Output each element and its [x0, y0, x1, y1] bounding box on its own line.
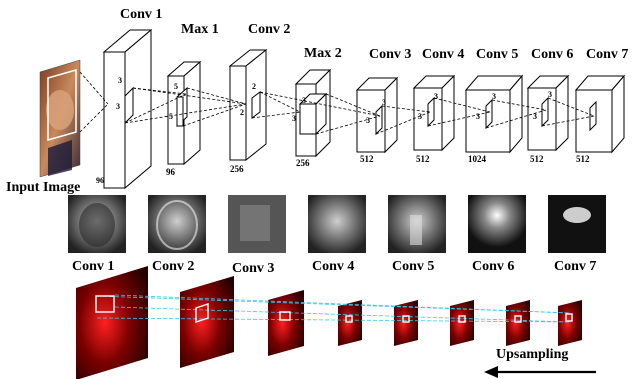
kernel-conv2-b: 2	[240, 108, 244, 117]
feature-label-conv7: Conv 7	[554, 259, 597, 274]
heatmap-6	[450, 300, 474, 346]
feature-map-6	[468, 195, 526, 253]
selection-boxes	[95, 295, 573, 323]
kernel-max2-a: 3	[302, 96, 306, 105]
kernel-max2-b: 3	[292, 114, 296, 123]
heatmap-7	[506, 300, 530, 346]
block-conv2	[228, 48, 268, 162]
block-conv1	[102, 28, 153, 190]
feature-map-4	[308, 195, 366, 253]
input-image-label: Input Image	[6, 180, 81, 195]
feature-label-conv2: Conv 2	[152, 259, 195, 274]
kernel-conv6-b: 3	[533, 112, 537, 121]
block-title-conv7: Conv 7	[586, 47, 629, 62]
heatmap-8	[558, 300, 582, 346]
feature-label-conv1: Conv 1	[72, 259, 115, 274]
block-conv4	[412, 74, 456, 152]
channels-conv3: 512	[360, 154, 374, 164]
block-title-conv3: Conv 3	[369, 47, 412, 62]
kernel-conv6-a: 3	[548, 90, 552, 99]
kernel-conv2-a: 2	[252, 82, 256, 91]
kernel-conv4-a: 3	[434, 92, 438, 101]
kernel-conv1-a: 3	[118, 76, 122, 85]
kernel-conv4-b: 3	[418, 112, 422, 121]
block-conv7	[574, 74, 626, 154]
upsampling-guides	[96, 294, 571, 323]
heatmap-3	[268, 290, 304, 356]
input-image	[39, 59, 81, 178]
block-title-max2: Max 2	[304, 46, 342, 61]
channels-conv4: 512	[416, 154, 430, 164]
block-title-conv2: Conv 2	[248, 22, 291, 37]
input-channels-label: 96	[96, 176, 104, 185]
upsampling-arrow	[484, 366, 596, 378]
kernel-conv1-b: 3	[116, 102, 120, 111]
block-conv6	[526, 74, 570, 152]
channels-max1: 96	[166, 167, 175, 177]
channels-conv7: 512	[576, 154, 590, 164]
heatmap-2	[180, 276, 234, 368]
kernel-conv5-a: 3	[492, 92, 496, 101]
channels-conv2: 256	[230, 164, 244, 174]
heatmap-4	[338, 300, 362, 346]
block-max2	[294, 68, 332, 158]
feature-label-conv6: Conv 6	[472, 259, 515, 274]
block-title-conv5: Conv 5	[476, 47, 519, 62]
kernel-max1-a: 5	[174, 82, 178, 91]
receptive-field-lines	[79, 71, 595, 135]
feature-label-conv5: Conv 5	[392, 259, 435, 274]
feature-label-conv3: Conv 3	[232, 261, 275, 276]
block-title-conv6: Conv 6	[531, 47, 574, 62]
block-title-conv1: Conv 1	[120, 7, 163, 22]
channels-conv6: 512	[530, 154, 544, 164]
heatmap-1	[76, 266, 148, 379]
block-conv5	[464, 74, 524, 154]
upsampling-label: Upsampling	[496, 347, 569, 362]
kernel-conv3-b: 3	[366, 116, 370, 125]
block-title-conv4: Conv 4	[422, 47, 465, 62]
kernel-max1-b: 5	[169, 112, 173, 121]
feature-label-conv4: Conv 4	[312, 259, 355, 274]
kernel-conv3-a: 3	[382, 98, 386, 107]
feature-maps	[68, 195, 606, 253]
channels-conv5: 1024	[468, 154, 486, 164]
block-max1	[166, 60, 202, 166]
channels-max2: 256	[296, 158, 310, 168]
block-conv3	[355, 76, 399, 154]
heatmap-5	[394, 300, 418, 346]
feature-map-7	[548, 195, 606, 253]
block-title-max1: Max 1	[181, 22, 219, 37]
kernel-conv5-b: 3	[476, 112, 480, 121]
